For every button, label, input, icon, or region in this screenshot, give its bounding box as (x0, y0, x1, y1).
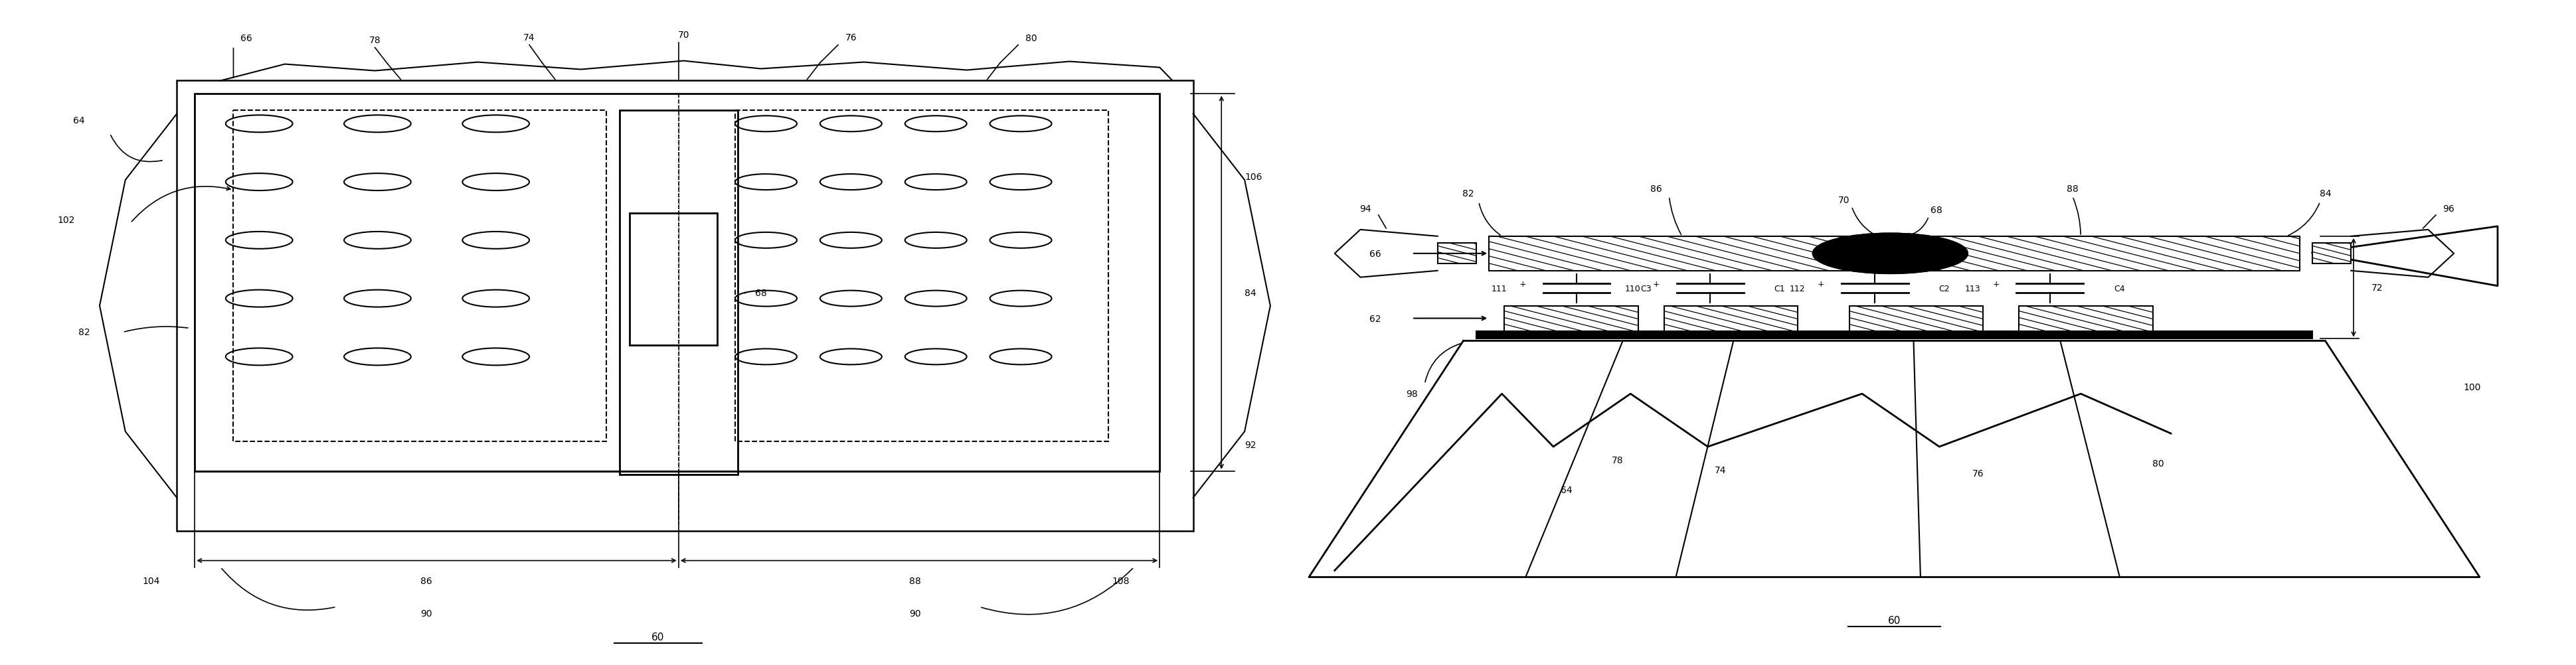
Text: 104: 104 (142, 576, 160, 585)
Bar (734, 111, 1108, 442)
Text: 82: 82 (1463, 189, 1473, 198)
Text: 96: 96 (2442, 204, 2455, 213)
Text: 60: 60 (1888, 615, 1901, 625)
Text: 66: 66 (240, 33, 252, 43)
Text: 76: 76 (845, 33, 858, 42)
Bar (234, 111, 605, 442)
Text: 64: 64 (1561, 485, 1571, 495)
Bar (2020, 306, 2154, 331)
Text: 108: 108 (1113, 576, 1131, 585)
Text: 62: 62 (1368, 314, 1381, 323)
Text: 78: 78 (368, 35, 381, 45)
Text: 102: 102 (57, 215, 75, 225)
Text: C2: C2 (1937, 284, 1950, 293)
Text: 88: 88 (2066, 184, 2079, 194)
Text: +: + (1520, 279, 1525, 288)
Circle shape (1862, 247, 1919, 261)
Bar (1437, 243, 1476, 264)
Text: C1: C1 (1775, 284, 1785, 293)
Text: 64: 64 (72, 116, 85, 126)
Text: 90: 90 (909, 609, 920, 618)
Text: 68: 68 (1929, 205, 1942, 215)
Text: C3: C3 (1641, 284, 1651, 293)
Bar (1476, 331, 2311, 339)
Bar (2311, 243, 2349, 264)
Text: 113: 113 (1965, 284, 1981, 293)
Text: 112: 112 (1790, 284, 1806, 293)
Text: 88: 88 (909, 576, 920, 585)
Text: +: + (1816, 279, 1824, 288)
Text: +: + (1991, 279, 1999, 288)
Text: 82: 82 (77, 328, 90, 337)
Bar (178, 81, 1193, 531)
Text: 98: 98 (1406, 390, 1417, 398)
Text: 72: 72 (2370, 283, 2383, 293)
Text: 100: 100 (2463, 383, 2481, 392)
Text: 70: 70 (677, 31, 690, 39)
Bar (196, 94, 1159, 471)
Circle shape (1814, 234, 1968, 273)
Text: C4: C4 (2112, 284, 2125, 293)
Bar (1850, 306, 1984, 331)
Text: 80: 80 (2151, 459, 2164, 468)
Bar (618, 111, 737, 475)
Text: 106: 106 (1244, 172, 1262, 182)
Text: 110: 110 (1625, 284, 1641, 293)
Text: 86: 86 (420, 576, 433, 585)
Text: 111: 111 (1492, 284, 1507, 293)
Bar (1504, 306, 1638, 331)
Text: 84: 84 (2318, 189, 2331, 198)
Bar (1489, 237, 2298, 271)
Text: 76: 76 (1971, 469, 1984, 478)
Bar (629, 213, 716, 346)
Text: 90: 90 (420, 609, 433, 618)
Text: 92: 92 (1244, 440, 1257, 450)
Text: 74: 74 (523, 33, 536, 42)
Text: 78: 78 (1613, 456, 1623, 465)
Text: +: + (1651, 279, 1659, 288)
Text: 60: 60 (652, 632, 665, 642)
Text: 74: 74 (1716, 466, 1726, 475)
Text: 68: 68 (755, 288, 768, 297)
Text: 84: 84 (1244, 288, 1257, 297)
Text: 94: 94 (1360, 204, 1370, 213)
Text: 70: 70 (1837, 196, 1850, 205)
Text: 86: 86 (1651, 184, 1662, 194)
Text: 80: 80 (1025, 33, 1036, 43)
Text: 66: 66 (1368, 249, 1381, 259)
Bar (1664, 306, 1798, 331)
